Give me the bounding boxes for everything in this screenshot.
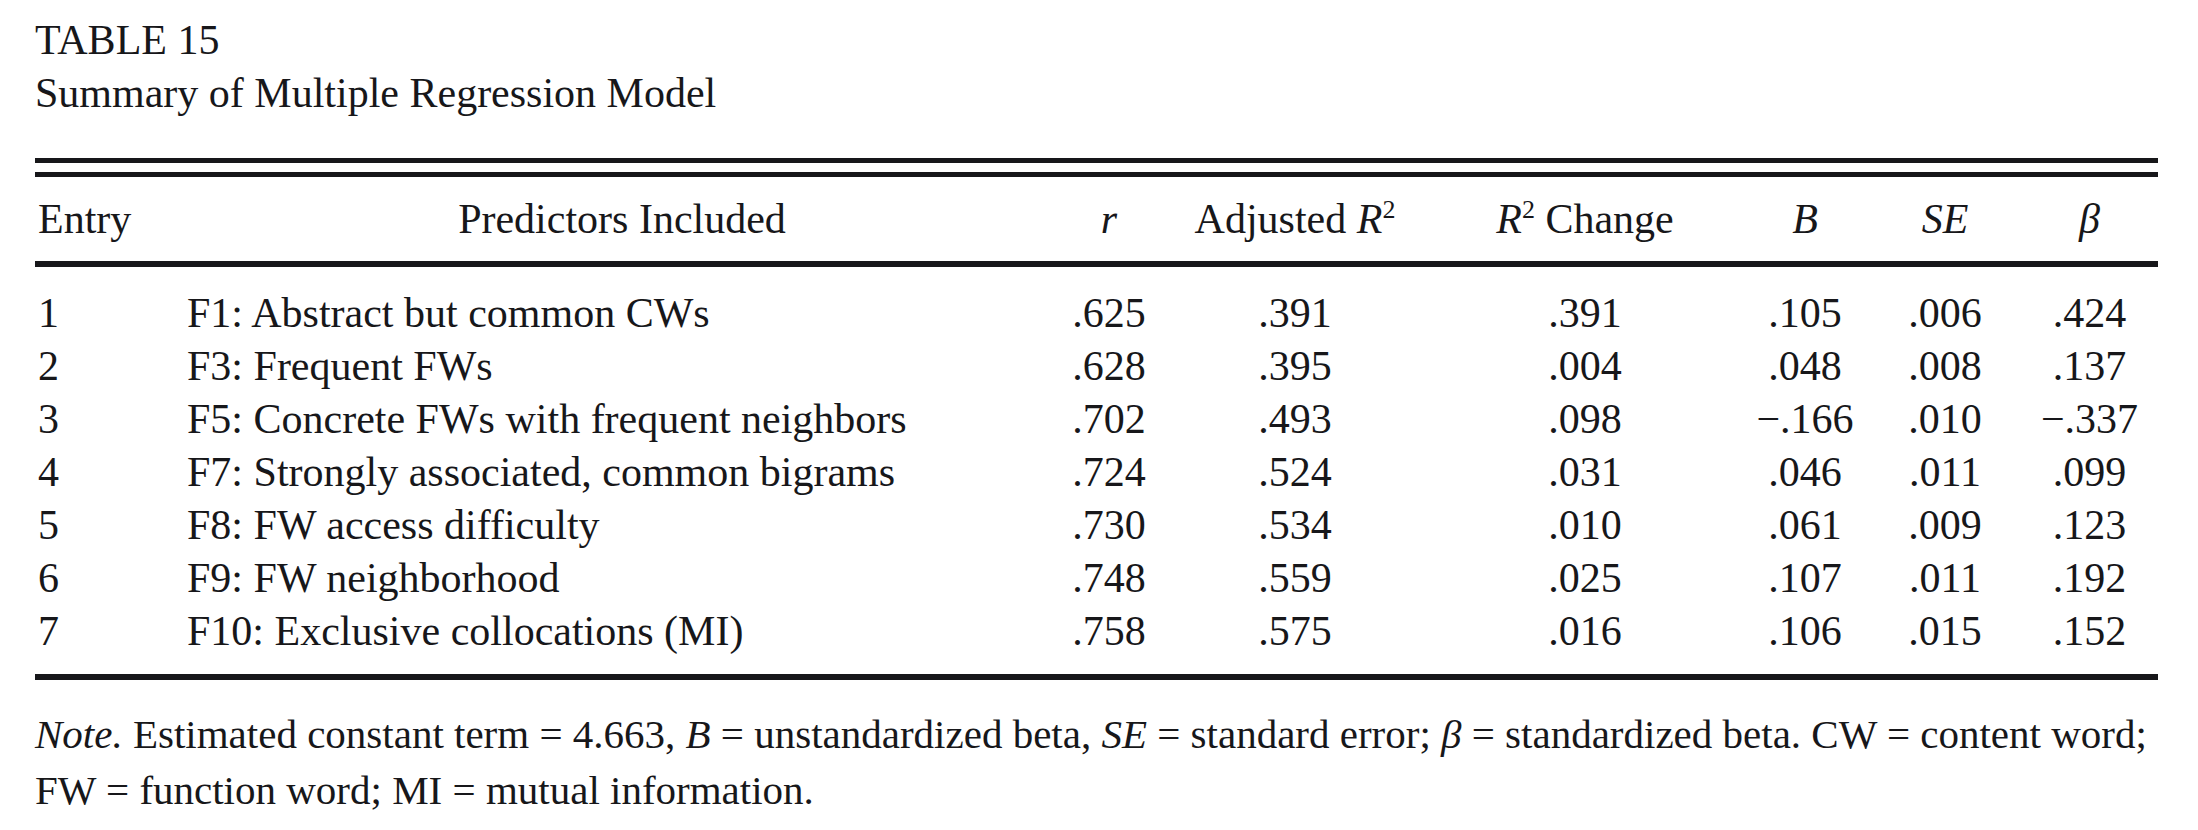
cell-b: .048 <box>1741 340 1869 393</box>
cell-r2-change: .016 <box>1429 605 1741 677</box>
column-header-se: SE <box>1869 177 2021 264</box>
superscript-2: 2 <box>1382 195 1395 224</box>
column-header-adjusted-r2: Adjusted R2 <box>1161 177 1429 264</box>
r-symbol: R <box>1496 196 1522 242</box>
cell-beta: .424 <box>2021 264 2158 340</box>
r-symbol: R <box>1357 196 1383 242</box>
cell-r: .748 <box>1057 552 1161 605</box>
cell-predictors: F10: Exclusive collocations (MI) <box>187 605 1057 677</box>
cell-predictors: F5: Concrete FWs with frequent neighbors <box>187 393 1057 446</box>
cell-beta: .099 <box>2021 446 2158 499</box>
cell-predictors: F3: Frequent FWs <box>187 340 1057 393</box>
cell-b: .107 <box>1741 552 1869 605</box>
cell-se: .009 <box>1869 499 2021 552</box>
cell-se: .008 <box>1869 340 2021 393</box>
column-header-b: B <box>1741 177 1869 264</box>
cell-r: .730 <box>1057 499 1161 552</box>
cell-r: .724 <box>1057 446 1161 499</box>
cell-beta: .192 <box>2021 552 2158 605</box>
adjusted-prefix: Adjusted <box>1195 196 1357 242</box>
cell-r: .702 <box>1057 393 1161 446</box>
regression-summary-table: Entry Predictors Included r Adjusted R2 … <box>35 177 2158 680</box>
cell-entry: 1 <box>35 264 187 340</box>
cell-se: .011 <box>1869 446 2021 499</box>
cell-r2-change: .025 <box>1429 552 1741 605</box>
table-title: Summary of Multiple Regression Model <box>35 67 2158 120</box>
cell-r: .758 <box>1057 605 1161 677</box>
cell-b: .046 <box>1741 446 1869 499</box>
cell-r: .625 <box>1057 264 1161 340</box>
header-row: Entry Predictors Included r Adjusted R2 … <box>35 177 2158 264</box>
cell-predictors: F1: Abstract but common CWs <box>187 264 1057 340</box>
cell-entry: 7 <box>35 605 187 677</box>
cell-entry: 3 <box>35 393 187 446</box>
cell-r2-change: .391 <box>1429 264 1741 340</box>
cell-predictors: F8: FW access difficulty <box>187 499 1057 552</box>
column-header-entry: Entry <box>35 177 187 264</box>
cell-predictors: F9: FW neighborhood <box>187 552 1057 605</box>
table-label: TABLE 15 <box>35 14 2158 67</box>
table-row: 1 F1: Abstract but common CWs .625 .391 … <box>35 264 2158 340</box>
cell-beta: .152 <box>2021 605 2158 677</box>
cell-entry: 6 <box>35 552 187 605</box>
note-text: = unstandardized beta, <box>711 711 1102 757</box>
change-suffix: Change <box>1535 196 1674 242</box>
cell-r2-change: .010 <box>1429 499 1741 552</box>
cell-adjusted-r2: .534 <box>1161 499 1429 552</box>
table-row: 7 F10: Exclusive collocations (MI) .758 … <box>35 605 2158 677</box>
note-text: = standard error; <box>1147 711 1441 757</box>
cell-adjusted-r2: .524 <box>1161 446 1429 499</box>
cell-beta: .137 <box>2021 340 2158 393</box>
cell-b: .106 <box>1741 605 1869 677</box>
superscript-2: 2 <box>1522 195 1535 224</box>
cell-entry: 2 <box>35 340 187 393</box>
beta-symbol: β <box>1441 711 1461 757</box>
cell-adjusted-r2: .395 <box>1161 340 1429 393</box>
column-header-r2-change: R2 Change <box>1429 177 1741 264</box>
se-symbol: SE <box>1101 711 1147 757</box>
cell-r2-change: .031 <box>1429 446 1741 499</box>
note-label: Note. <box>35 711 123 757</box>
table-row: 3 F5: Concrete FWs with frequent neighbo… <box>35 393 2158 446</box>
column-header-beta: β <box>2021 177 2158 264</box>
cell-beta: −.337 <box>2021 393 2158 446</box>
cell-adjusted-r2: .575 <box>1161 605 1429 677</box>
cell-adjusted-r2: .391 <box>1161 264 1429 340</box>
b-symbol: B <box>686 711 711 757</box>
cell-entry: 5 <box>35 499 187 552</box>
table-row: 4 F7: Strongly associated, common bigram… <box>35 446 2158 499</box>
table-row: 2 F3: Frequent FWs .628 .395 .004 .048 .… <box>35 340 2158 393</box>
cell-b: −.166 <box>1741 393 1869 446</box>
cell-beta: .123 <box>2021 499 2158 552</box>
cell-b: .105 <box>1741 264 1869 340</box>
cell-r2-change: .098 <box>1429 393 1741 446</box>
column-header-r: r <box>1057 177 1161 264</box>
cell-adjusted-r2: .493 <box>1161 393 1429 446</box>
cell-adjusted-r2: .559 <box>1161 552 1429 605</box>
cell-predictors: F7: Strongly associated, common bigrams <box>187 446 1057 499</box>
note-text: Estimated constant term = 4.663, <box>123 711 686 757</box>
table-row: 5 F8: FW access difficulty .730 .534 .01… <box>35 499 2158 552</box>
top-double-rule <box>35 158 2158 177</box>
cell-se: .011 <box>1869 552 2021 605</box>
cell-se: .010 <box>1869 393 2021 446</box>
cell-r: .628 <box>1057 340 1161 393</box>
table-row: 6 F9: FW neighborhood .748 .559 .025 .10… <box>35 552 2158 605</box>
cell-se: .006 <box>1869 264 2021 340</box>
column-header-predictors: Predictors Included <box>187 177 1057 264</box>
table-note: Note. Estimated constant term = 4.663, B… <box>35 706 2158 818</box>
table-caption: TABLE 15 Summary of Multiple Regression … <box>35 14 2158 120</box>
cell-se: .015 <box>1869 605 2021 677</box>
cell-r2-change: .004 <box>1429 340 1741 393</box>
paper-page: TABLE 15 Summary of Multiple Regression … <box>0 0 2198 830</box>
cell-b: .061 <box>1741 499 1869 552</box>
cell-entry: 4 <box>35 446 187 499</box>
